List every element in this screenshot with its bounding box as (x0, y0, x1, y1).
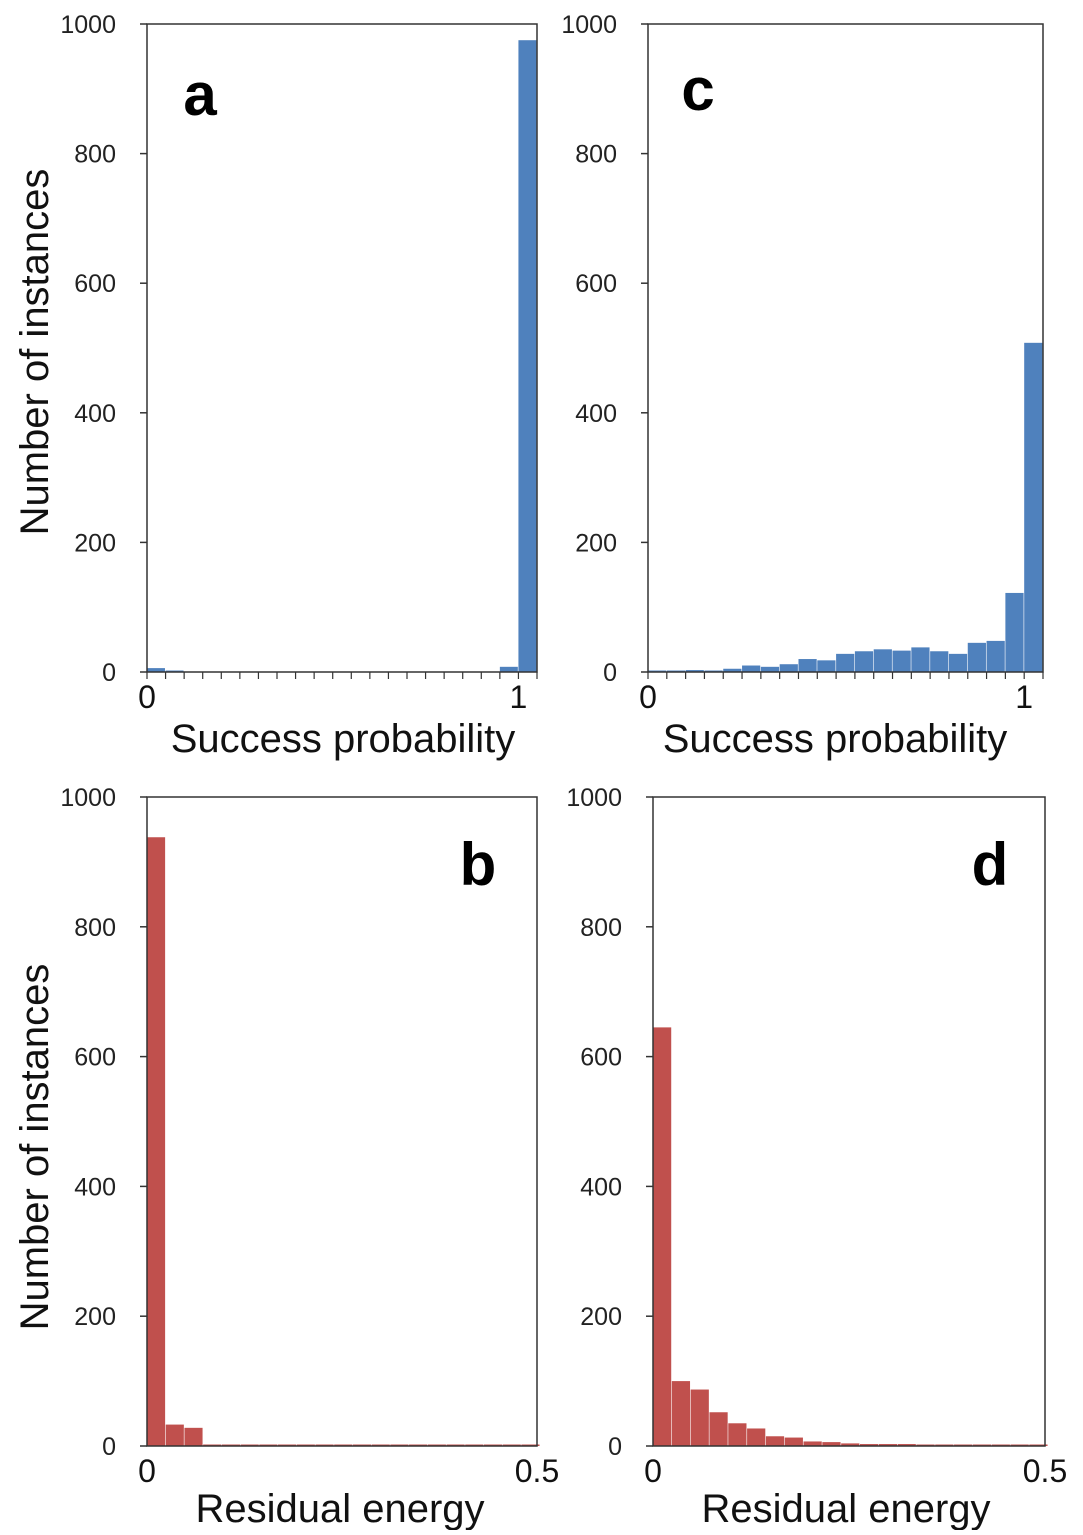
y-tick-label: 200 (74, 529, 116, 557)
chart-panel-d: 0 200 400 600 800 1000 0 0.5 Residual energy d (566, 784, 1067, 1531)
bar (873, 649, 892, 672)
bar (690, 1389, 709, 1446)
bar (803, 1441, 822, 1446)
x-tick-label: 0 (138, 679, 156, 715)
y-tick-label: 1000 (566, 784, 622, 812)
bar (1024, 342, 1043, 672)
bar (798, 659, 817, 672)
bar (685, 670, 704, 672)
bar (147, 837, 166, 1446)
bar (165, 1424, 184, 1446)
x-tick-label: 0 (138, 1453, 156, 1489)
x-tick-label: 0 (639, 679, 657, 715)
panel-letter: a (183, 61, 217, 128)
x-tick-label: 0.5 (515, 1453, 559, 1489)
y-tick-label: 400 (74, 400, 116, 428)
y-tick-label: 200 (580, 1303, 622, 1331)
bar (854, 651, 874, 672)
x-axis-label: Success probability (663, 717, 1008, 761)
bar (728, 1423, 747, 1446)
bar (878, 1444, 898, 1446)
y-tick-label: 400 (580, 1173, 622, 1201)
y-tick-label: 200 (74, 1303, 116, 1331)
y-tick-label: 400 (74, 1173, 116, 1201)
plot-frame (146, 23, 538, 673)
plot-frame (146, 796, 538, 1447)
bar (841, 1443, 860, 1446)
x-tick-label: 1 (1015, 679, 1033, 715)
x-tick-label: 0.5 (1023, 1453, 1067, 1489)
y-tick-label: 600 (580, 1044, 622, 1072)
bar (147, 668, 165, 672)
bar (892, 650, 911, 672)
y-tick-label: 800 (74, 141, 116, 169)
bar (836, 653, 855, 672)
x-axis-label: Residual energy (701, 1487, 990, 1530)
bar (742, 665, 761, 672)
bar (723, 668, 742, 672)
y-tick-label: 0 (603, 659, 617, 687)
y-tick-label: 800 (575, 141, 617, 169)
y-tick-label: 400 (575, 400, 617, 428)
bar (671, 1381, 691, 1446)
bar (822, 1442, 841, 1446)
y-axis-label-top: Number of instances (13, 169, 57, 536)
bar (967, 642, 986, 672)
plot-frame (652, 796, 1046, 1447)
bar (499, 666, 518, 672)
bar (859, 1444, 879, 1446)
bar (653, 1027, 672, 1446)
bar (930, 651, 949, 672)
y-tick-label: 600 (74, 1044, 116, 1072)
y-tick-label: 800 (580, 914, 622, 942)
y-tick-label: 600 (575, 270, 617, 298)
panel-letter: b (460, 831, 497, 898)
bar (747, 1428, 766, 1446)
y-tick-label: 1000 (561, 11, 617, 39)
bar (986, 640, 1005, 672)
y-tick-label: 0 (102, 1433, 116, 1461)
bar (518, 40, 537, 672)
y-tick-label: 800 (74, 914, 116, 942)
x-axis-label: Residual energy (195, 1487, 484, 1530)
chart-panel-b: 0 200 400 600 800 1000 0 0.5 Residual energy b (60, 784, 559, 1531)
y-tick-label: 200 (575, 529, 617, 557)
bar (779, 664, 798, 672)
bar (765, 1436, 785, 1446)
bar (1005, 592, 1024, 672)
x-tick-label: 0 (644, 1453, 662, 1489)
bar (948, 653, 968, 672)
y-tick-label: 600 (74, 270, 116, 298)
y-tick-label: 1000 (60, 11, 116, 39)
bar (760, 666, 780, 672)
bar (817, 660, 836, 672)
panel-letter: d (972, 831, 1009, 898)
panel-letter: c (681, 56, 714, 123)
y-tick-label: 0 (102, 659, 116, 687)
x-tick-label: 1 (510, 679, 528, 715)
bar (911, 647, 930, 672)
plot-frame (647, 23, 1044, 673)
bar (897, 1444, 916, 1446)
bar (709, 1412, 728, 1446)
y-tick-label: 0 (608, 1433, 622, 1461)
bar (784, 1437, 803, 1446)
y-tick-label: 1000 (60, 784, 116, 812)
bar (184, 1427, 203, 1446)
y-axis-label-bottom: Number of instances (13, 964, 57, 1331)
x-axis-label: Success probability (171, 717, 516, 761)
